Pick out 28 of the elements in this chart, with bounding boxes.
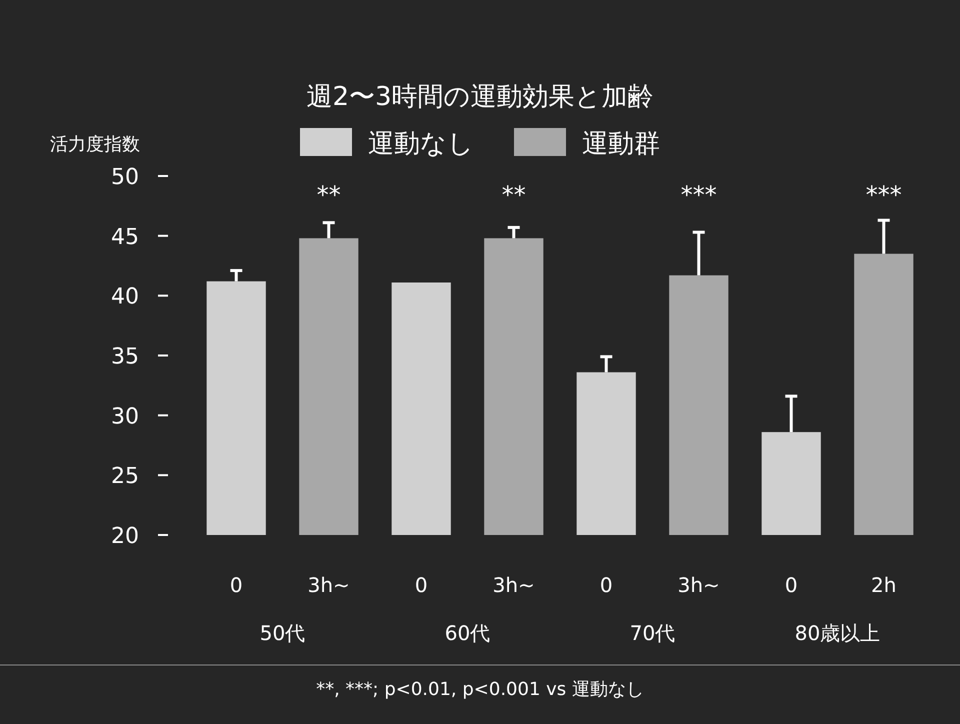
text: **, ***; p<0.01, p<0.001 vs 運動なし: [316, 679, 644, 700]
y-tick-label: 40: [111, 284, 139, 310]
x-tick-label: 0: [414, 573, 428, 597]
annotation: ***: [680, 181, 717, 209]
annotation: **: [502, 181, 526, 209]
x-tick-label: 0: [230, 573, 243, 597]
y-tick-label: 45: [111, 224, 139, 250]
text: 80歳以上: [794, 621, 880, 645]
legend-label: 運動群: [582, 129, 660, 159]
x-tick-label: 3h~: [492, 573, 535, 597]
chart-title: 週2〜3時間の運動効果と加齢: [306, 82, 654, 112]
x-tick-label: 3h~: [678, 573, 720, 597]
y-tick-label: 30: [111, 404, 139, 430]
text: 50代: [260, 621, 306, 645]
y-tick-label: 20: [111, 524, 139, 549]
legend-label: 運動なし: [368, 129, 474, 159]
x-tick-label: 3h~: [308, 573, 350, 597]
y-tick-label: 50: [111, 165, 139, 190]
y-tick-label: 25: [111, 464, 139, 490]
annotation: **: [316, 181, 341, 209]
text: 60代: [444, 621, 490, 645]
x-tick-label: 2h: [871, 573, 896, 597]
x-tick-label: 0: [784, 573, 798, 597]
annotation: ***: [866, 181, 902, 209]
y-axis-title: 活力度指数: [50, 134, 140, 155]
x-tick-label: 0: [600, 573, 613, 597]
y-tick-label: 35: [111, 344, 139, 370]
text: 70代: [630, 621, 676, 645]
